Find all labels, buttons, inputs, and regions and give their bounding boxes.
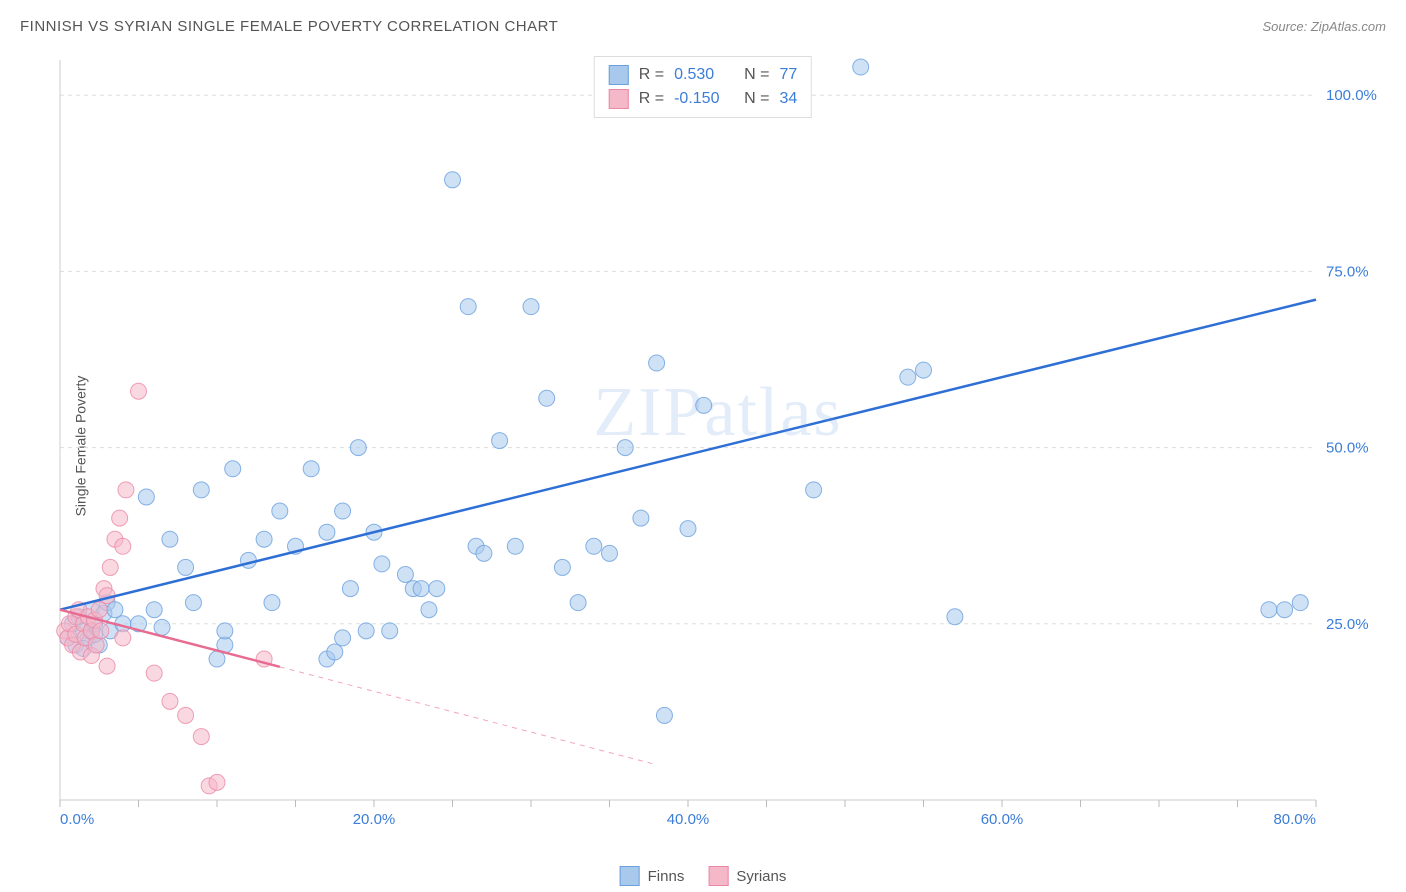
legend-item-syrians: Syrians (708, 866, 786, 886)
svg-text:0.0%: 0.0% (60, 811, 94, 828)
stats-r-label: R = (639, 90, 664, 108)
stats-r-value-finns: 0.530 (674, 66, 734, 84)
svg-text:20.0%: 20.0% (353, 811, 396, 828)
stats-r-value-syrians: -0.150 (674, 90, 734, 108)
chart-container: FINNISH VS SYRIAN SINGLE FEMALE POVERTY … (0, 0, 1406, 892)
stats-n-label: N = (744, 90, 769, 108)
source-label: Source: (1262, 19, 1310, 34)
legend-swatch-finns (620, 866, 640, 886)
legend-item-finns: Finns (620, 866, 685, 886)
stats-r-label: R = (639, 66, 664, 84)
svg-text:25.0%: 25.0% (1326, 616, 1369, 633)
stats-row-finns: R = 0.530 N = 77 (609, 63, 797, 87)
stats-n-value-syrians: 34 (779, 90, 797, 108)
correlation-stats-box: R = 0.530 N = 77 R = -0.150 N = 34 (594, 56, 812, 118)
chart-title: FINNISH VS SYRIAN SINGLE FEMALE POVERTY … (20, 18, 558, 35)
stats-row-syrians: R = -0.150 N = 34 (609, 87, 797, 111)
stats-n-label: N = (744, 66, 769, 84)
svg-text:75.0%: 75.0% (1326, 263, 1369, 280)
chart-svg: 25.0% 50.0% 75.0% 100.0% 0.0% 20.0% 40.0% 60.0%… (50, 50, 1386, 840)
stats-swatch-finns (609, 65, 629, 85)
header: FINNISH VS SYRIAN SINGLE FEMALE POVERTY … (20, 18, 1386, 35)
svg-text:100.0%: 100.0% (1326, 87, 1377, 104)
svg-text:60.0%: 60.0% (981, 811, 1024, 828)
source-attribution: Source: ZipAtlas.com (1262, 19, 1386, 34)
legend-swatch-syrians (708, 866, 728, 886)
legend-label-syrians: Syrians (736, 868, 786, 885)
source-value: ZipAtlas.com (1311, 19, 1386, 34)
plot-area: 25.0% 50.0% 75.0% 100.0% 0.0% 20.0% 40.0% 60.0%… (50, 50, 1386, 840)
stats-n-value-finns: 77 (779, 66, 797, 84)
legend-label-finns: Finns (648, 868, 685, 885)
svg-text:80.0%: 80.0% (1273, 811, 1316, 828)
legend: Finns Syrians (620, 866, 787, 886)
svg-text:40.0%: 40.0% (667, 811, 710, 828)
svg-text:50.0%: 50.0% (1326, 440, 1369, 457)
stats-swatch-syrians (609, 89, 629, 109)
